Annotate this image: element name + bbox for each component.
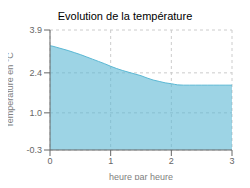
svg-text:2: 2 <box>169 156 174 166</box>
svg-text:2.4: 2.4 <box>29 68 42 78</box>
svg-text:-0.3: -0.3 <box>26 145 42 155</box>
svg-text:0: 0 <box>47 156 52 166</box>
svg-text:1.0: 1.0 <box>29 108 42 118</box>
svg-text:3: 3 <box>229 156 234 166</box>
svg-text:3.9: 3.9 <box>29 25 42 35</box>
html-text:Evolution de la température: Evolution de la température <box>57 10 193 22</box>
svg-text:heure par heure: heure par heure <box>109 172 173 180</box>
svg-text:Température en °C: Température en °C <box>8 52 15 128</box>
svg-text:1: 1 <box>108 156 113 166</box>
